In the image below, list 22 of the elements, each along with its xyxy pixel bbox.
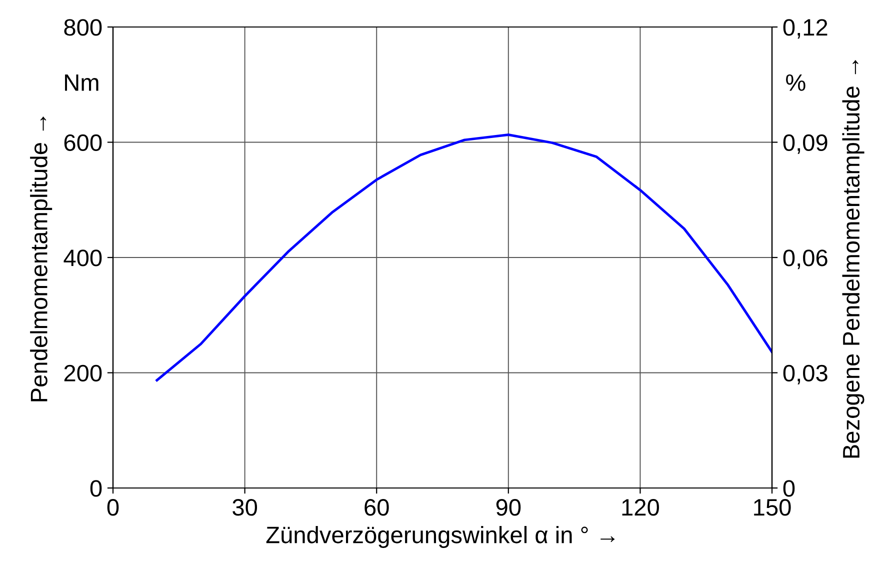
x-tick-label: 30 bbox=[232, 499, 258, 516]
y2-axis-title: Bezogene Pendelmomentamplitude → bbox=[842, 60, 864, 458]
x-tick-label: 90 bbox=[496, 499, 521, 516]
y-tick-label: 600 bbox=[64, 134, 102, 152]
y-tick-label: 400 bbox=[64, 250, 102, 266]
y-tick-label: 0 bbox=[90, 480, 102, 497]
y-tick-label: 800 bbox=[64, 19, 102, 36]
y2-tick-label: 0 bbox=[783, 480, 795, 497]
x-axis-title: Zündverzögerungswinkel α in ° → bbox=[266, 526, 615, 548]
y2-tick-label: 0,09 bbox=[783, 134, 828, 154]
text: Nm bbox=[65, 74, 98, 91]
x-tick-label: 120 bbox=[622, 499, 659, 516]
y2-tick-label: 0,03 bbox=[783, 364, 828, 384]
y-tick-label: 200 bbox=[64, 364, 102, 382]
x-tick-label: 60 bbox=[364, 499, 389, 516]
x-tick-label: 0 bbox=[107, 499, 119, 516]
y2-tick-label: 0,06 bbox=[783, 250, 828, 270]
y2-tick-label: 0,12 bbox=[783, 19, 828, 39]
line-series bbox=[156, 134, 772, 382]
text: % bbox=[786, 74, 806, 91]
x-tick-label: 150 bbox=[754, 499, 791, 516]
y-axis-title: Pendelmomentamplitude → bbox=[30, 116, 52, 402]
